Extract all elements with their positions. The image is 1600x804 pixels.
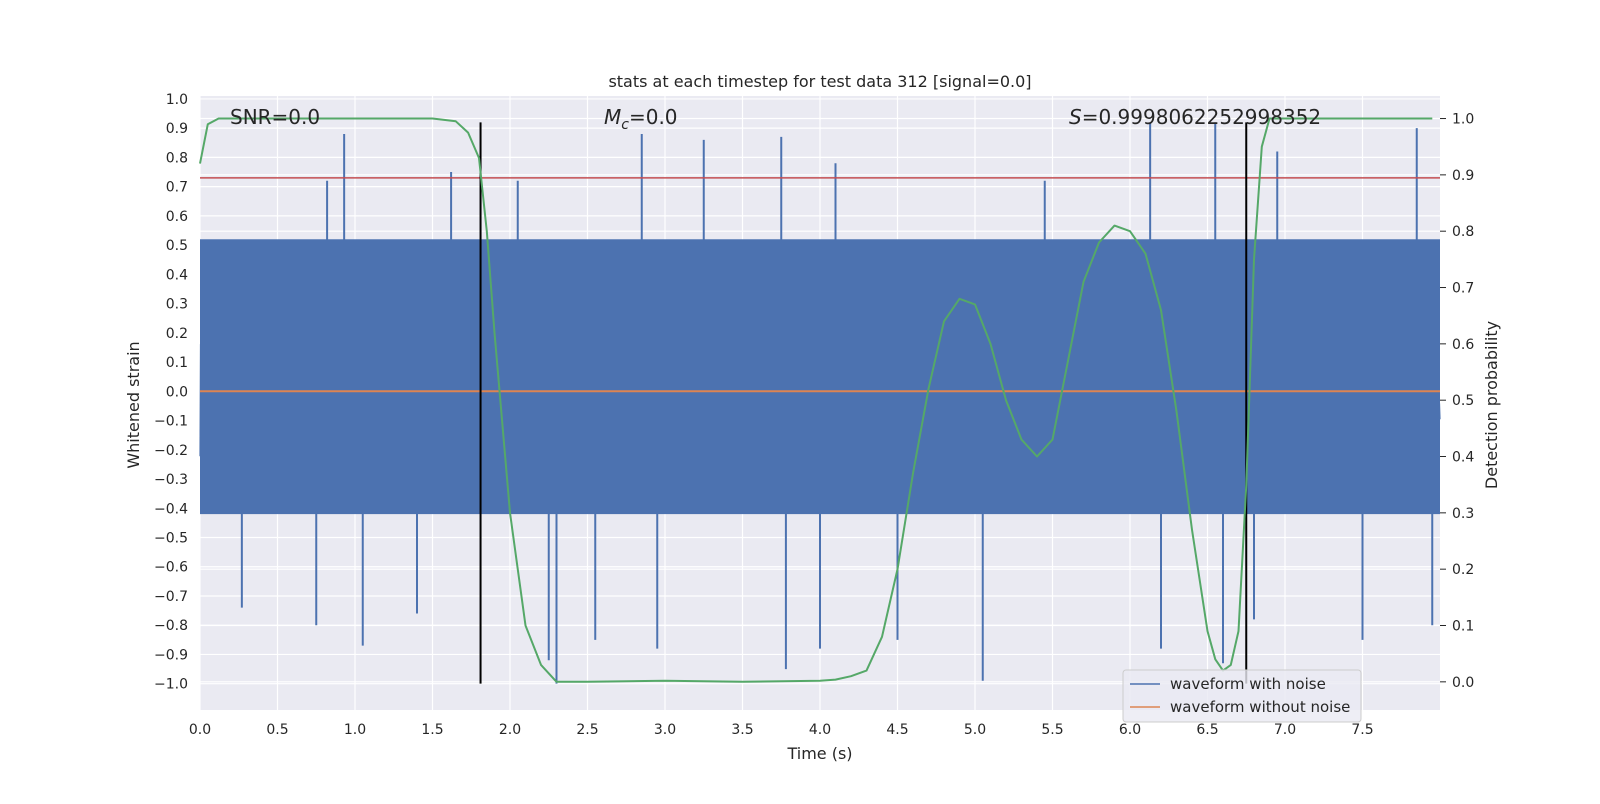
y-right-tick-label: 0.7	[1452, 281, 1474, 297]
y-left-tick-label: −0.6	[154, 560, 188, 576]
tick-labels: 0.0 0.5 1.0 1.5 2.0 2.5 3.0 3.5 4.0 4.5 5.0 5.5 6.0 6…	[154, 92, 1474, 738]
y-right-tick-label: 0.8	[1452, 224, 1474, 240]
x-tick-label: 0.0	[189, 722, 211, 738]
x-tick-label: 1.0	[344, 722, 366, 738]
chirp-mass-annotation: Mc=0.0	[604, 105, 678, 133]
x-tick-label: 5.0	[964, 722, 986, 738]
x-tick-label: 3.0	[654, 722, 676, 738]
legend-label-noise: waveform with noise	[1170, 675, 1326, 693]
y-right-tick-label: 1.0	[1452, 112, 1474, 128]
y-left-tick-label: 0.1	[166, 355, 188, 371]
y-left-tick-label: 0.9	[166, 121, 188, 137]
y-left-tick-label: 0.8	[166, 150, 188, 166]
y-axis-left-label: Whitened strain	[124, 341, 143, 468]
x-tick-label: 5.5	[1041, 722, 1063, 738]
y-right-tick-label: 0.4	[1452, 450, 1474, 466]
y-left-tick-label: −0.8	[154, 618, 188, 634]
noise-waveform-series	[199, 122, 1441, 684]
y-left-tick-label: 0.7	[166, 180, 188, 196]
legend-label-clean: waveform without noise	[1170, 698, 1350, 716]
snr-annotation: SNR=0.0	[230, 105, 320, 129]
score-annotation: S=0.9998062252998352	[1069, 105, 1321, 129]
y-left-tick-label: 0.0	[166, 384, 188, 400]
legend-box	[1122, 669, 1362, 723]
x-tick-label: 4.5	[886, 722, 908, 738]
legend: waveform with noise waveform without noi…	[1122, 669, 1362, 723]
score-symbol: S	[1069, 105, 1082, 129]
y-right-tick-label: 0.1	[1452, 619, 1474, 635]
chirp-mass-value: =0.0	[629, 105, 678, 129]
y-right-tick-label: 0.3	[1452, 506, 1474, 522]
y-left-tick-label: −0.4	[154, 501, 188, 517]
chirp-mass-symbol: M	[604, 105, 621, 129]
y-left-tick-label: −0.2	[154, 443, 188, 459]
x-tick-label: 7.0	[1274, 722, 1296, 738]
y-left-tick-label: 0.5	[166, 238, 188, 254]
y-left-tick-label: −0.9	[154, 647, 188, 663]
y-right-tick-label: 0.5	[1452, 393, 1474, 409]
chirp-mass-subscript: c	[621, 117, 629, 133]
y-left-tick-label: 0.3	[166, 297, 188, 313]
y-right-tick-label: 0.6	[1452, 337, 1474, 353]
x-tick-label: 3.5	[731, 722, 753, 738]
y-right-tick-label: 0.9	[1452, 168, 1474, 184]
y-left-tick-label: 1.0	[166, 92, 188, 108]
x-axis-label: Time (s)	[786, 744, 852, 763]
score-value: =0.9998062252998352	[1082, 105, 1321, 129]
overlay-lines	[200, 122, 1440, 684]
x-tick-label: 6.5	[1196, 722, 1218, 738]
x-tick-label: 0.5	[266, 722, 288, 738]
y-left-tick-label: −1.0	[154, 677, 188, 693]
y-left-tick-label: 0.2	[166, 326, 188, 342]
y-left-tick-label: −0.7	[154, 589, 188, 605]
y-left-tick-label: −0.3	[154, 472, 188, 488]
y-right-tick-label: 0.0	[1452, 675, 1474, 691]
y-left-tick-label: −0.5	[154, 530, 188, 546]
y-left-tick-label: −0.1	[154, 414, 188, 430]
y-axis-right-label: Detection probability	[1482, 321, 1501, 489]
x-tick-label: 4.0	[809, 722, 831, 738]
x-tick-label: 2.0	[499, 722, 521, 738]
y-right-tick-label: 0.2	[1452, 562, 1474, 578]
y-left-tick-label: 0.6	[166, 209, 188, 225]
x-tick-label: 2.5	[576, 722, 598, 738]
x-tick-label: 6.0	[1119, 722, 1141, 738]
y-left-tick-label: 0.4	[166, 267, 188, 283]
x-tick-label: 1.5	[421, 722, 443, 738]
x-tick-label: 7.5	[1351, 722, 1373, 738]
chart-title: stats at each timestep for test data 312…	[608, 72, 1031, 91]
